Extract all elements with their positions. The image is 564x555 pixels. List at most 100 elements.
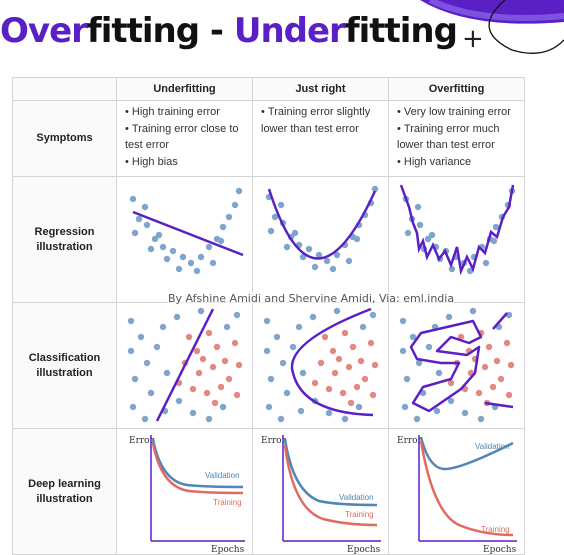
row-header-classification: Classification illustration xyxy=(12,302,117,429)
plus-icon: + xyxy=(462,24,484,54)
overfit-boundary xyxy=(409,312,514,413)
scatter-point xyxy=(361,375,369,383)
curved-boundary xyxy=(290,307,374,417)
scatter-point xyxy=(404,229,412,237)
scatter-point xyxy=(497,375,505,383)
col-header-overfitting: Overfitting xyxy=(388,77,525,101)
scatter-point xyxy=(315,251,323,259)
scatter-point xyxy=(189,385,197,393)
scatter-point xyxy=(341,415,349,423)
scatter-point xyxy=(413,415,421,423)
scatter-point xyxy=(195,369,203,377)
scatter-point xyxy=(263,317,271,325)
scatter-point xyxy=(127,317,135,325)
scatter-point xyxy=(141,415,149,423)
scatter-point xyxy=(329,347,337,355)
scatter-point xyxy=(205,243,213,251)
regression-underfitting xyxy=(116,176,253,303)
scatter-point xyxy=(127,347,135,355)
scatter-point xyxy=(447,397,455,405)
scatter-point xyxy=(347,399,355,407)
corner-header xyxy=(12,77,117,101)
scatter-point xyxy=(399,317,407,325)
scatter-point xyxy=(273,333,281,341)
scatter-point xyxy=(339,389,347,397)
scatter-point xyxy=(448,265,456,273)
credit-text: By Afshine Amidi and Shervine Amidi, Via… xyxy=(168,292,455,305)
training-curve xyxy=(419,440,514,537)
training-curve xyxy=(283,444,378,527)
symptoms-underfitting: High training errorTraining error close … xyxy=(116,100,253,177)
scatter-point xyxy=(213,343,221,351)
classification-just-right xyxy=(252,302,389,429)
scatter-point xyxy=(185,333,193,341)
scatter-point xyxy=(159,243,167,251)
scatter-point xyxy=(135,215,143,223)
scatter-point xyxy=(297,407,305,415)
scatter-point xyxy=(235,187,243,195)
scatter-point xyxy=(369,311,377,319)
classification-underfitting xyxy=(116,302,253,429)
training-label: Training xyxy=(481,525,510,534)
scatter-point xyxy=(131,229,139,237)
comparison-table: Underfitting Just right Overfitting Symp… xyxy=(12,77,525,555)
scatter-point xyxy=(131,375,139,383)
scatter-point xyxy=(493,357,501,365)
scatter-point xyxy=(169,247,177,255)
y-axis-label: Error xyxy=(261,436,287,446)
validation-curve xyxy=(419,436,514,471)
scatter-point xyxy=(505,391,513,399)
deep-underfitting: Error Epochs Validation Training xyxy=(116,428,253,555)
scatter-point xyxy=(325,409,333,417)
scatter-point xyxy=(179,253,187,261)
scatter-point xyxy=(357,357,365,365)
scatter-point xyxy=(309,313,317,321)
row-header-deep-learning: Deep learning illustration xyxy=(12,428,117,555)
linear-fit-line xyxy=(132,210,244,257)
validation-label: Validation xyxy=(339,493,374,502)
scatter-point xyxy=(485,343,493,351)
scatter-point xyxy=(447,379,455,387)
scatter-point xyxy=(416,221,424,229)
scatter-point xyxy=(341,329,349,337)
regression-just-right-plot xyxy=(265,185,379,273)
scatter-point xyxy=(428,231,436,239)
scatter-point xyxy=(477,415,485,423)
regression-overfitting-plot xyxy=(399,184,516,276)
scatter-point xyxy=(223,323,231,331)
scatter-point xyxy=(211,399,219,407)
scatter-point xyxy=(433,407,441,415)
corner-decoration xyxy=(420,0,564,54)
scatter-point xyxy=(151,235,159,243)
symptoms-just-right: Training error slightly lower than test … xyxy=(252,100,389,177)
row-header-symptoms: Symptoms xyxy=(12,100,117,177)
deep-just-right: Error Epochs Validation Training xyxy=(252,428,389,555)
scatter-point xyxy=(187,259,195,267)
regression-underfitting-plot xyxy=(129,187,244,275)
scatter-point xyxy=(291,229,299,237)
scatter-point xyxy=(147,389,155,397)
scatter-point xyxy=(159,323,167,331)
training-curve xyxy=(151,442,244,495)
scatter-point xyxy=(193,267,201,275)
scatter-point xyxy=(209,363,217,371)
scatter-point xyxy=(199,355,207,363)
scatter-point xyxy=(299,369,307,377)
scatter-point xyxy=(345,257,353,265)
scatter-point xyxy=(311,379,319,387)
scatter-point xyxy=(289,343,297,351)
col-header-underfitting: Underfitting xyxy=(116,77,253,101)
scatter-point xyxy=(317,359,325,367)
scatter-point xyxy=(143,359,151,367)
scatter-point xyxy=(489,383,497,391)
scatter-point xyxy=(323,257,331,265)
scatter-point xyxy=(424,235,432,243)
scatter-point xyxy=(213,235,221,243)
scatter-point xyxy=(147,245,155,253)
scatter-point xyxy=(205,329,213,337)
scatter-point xyxy=(155,231,163,239)
deep-overfitting: Error Epochs Validation Training xyxy=(388,428,525,555)
regression-just-right xyxy=(252,176,389,303)
scatter-point xyxy=(335,355,343,363)
scatter-point xyxy=(163,369,171,377)
